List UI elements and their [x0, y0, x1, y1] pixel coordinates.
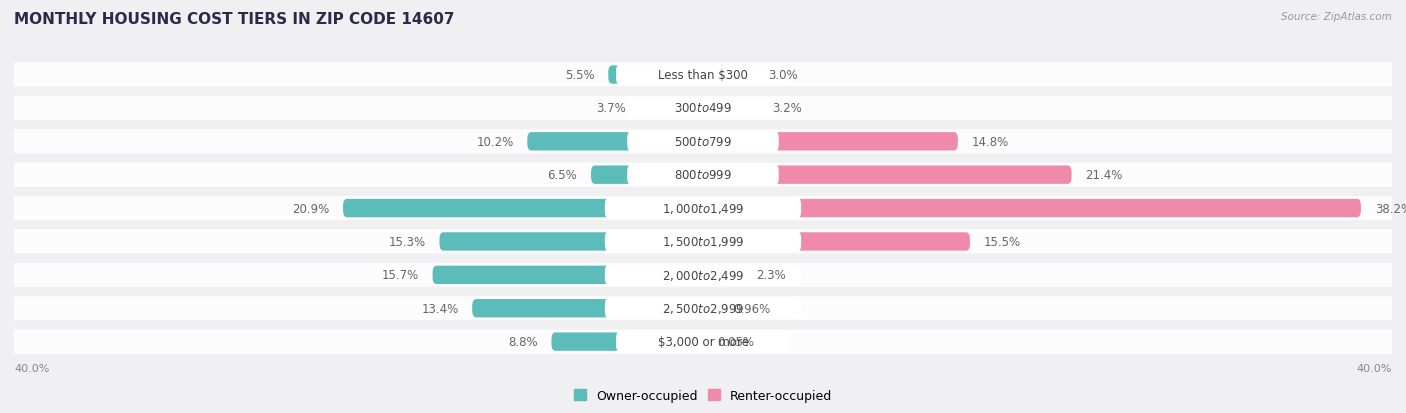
Text: 0.05%: 0.05%	[717, 335, 755, 348]
FancyBboxPatch shape	[6, 163, 1400, 187]
Text: 38.2%: 38.2%	[1375, 202, 1406, 215]
FancyBboxPatch shape	[605, 198, 801, 219]
FancyBboxPatch shape	[6, 297, 1400, 320]
FancyBboxPatch shape	[343, 199, 703, 218]
FancyBboxPatch shape	[640, 100, 703, 118]
Text: 15.7%: 15.7%	[381, 269, 419, 282]
FancyBboxPatch shape	[6, 263, 1400, 287]
FancyBboxPatch shape	[703, 133, 957, 151]
Text: 5.5%: 5.5%	[565, 69, 595, 82]
FancyBboxPatch shape	[703, 66, 755, 85]
Text: 15.5%: 15.5%	[984, 235, 1021, 248]
FancyBboxPatch shape	[616, 332, 790, 352]
Text: $3,000 or more: $3,000 or more	[658, 335, 748, 348]
FancyBboxPatch shape	[551, 332, 703, 351]
FancyBboxPatch shape	[703, 266, 742, 284]
Text: $2,000 to $2,499: $2,000 to $2,499	[662, 268, 744, 282]
Text: $500 to $799: $500 to $799	[673, 135, 733, 148]
FancyBboxPatch shape	[591, 166, 703, 185]
FancyBboxPatch shape	[616, 65, 790, 85]
FancyBboxPatch shape	[605, 232, 801, 252]
Text: 0.96%: 0.96%	[734, 302, 770, 315]
FancyBboxPatch shape	[609, 66, 703, 85]
Text: 40.0%: 40.0%	[1357, 363, 1392, 373]
Text: $1,000 to $1,499: $1,000 to $1,499	[662, 202, 744, 216]
Text: 40.0%: 40.0%	[14, 363, 49, 373]
Text: 10.2%: 10.2%	[477, 135, 513, 148]
FancyBboxPatch shape	[6, 230, 1400, 254]
FancyBboxPatch shape	[703, 100, 758, 118]
FancyBboxPatch shape	[527, 133, 703, 151]
FancyBboxPatch shape	[627, 98, 779, 119]
Text: 3.2%: 3.2%	[772, 102, 801, 115]
FancyBboxPatch shape	[6, 97, 1400, 121]
Text: 2.3%: 2.3%	[756, 269, 786, 282]
FancyBboxPatch shape	[605, 265, 801, 285]
Text: $300 to $499: $300 to $499	[673, 102, 733, 115]
FancyBboxPatch shape	[605, 298, 801, 319]
FancyBboxPatch shape	[6, 63, 1400, 87]
Text: 15.3%: 15.3%	[388, 235, 426, 248]
Text: Source: ZipAtlas.com: Source: ZipAtlas.com	[1281, 12, 1392, 22]
Text: $1,500 to $1,999: $1,500 to $1,999	[662, 235, 744, 249]
Text: Less than $300: Less than $300	[658, 69, 748, 82]
FancyBboxPatch shape	[700, 332, 707, 351]
Text: 21.4%: 21.4%	[1085, 169, 1123, 182]
Text: 8.8%: 8.8%	[508, 335, 537, 348]
Text: 3.7%: 3.7%	[596, 102, 626, 115]
Legend: Owner-occupied, Renter-occupied: Owner-occupied, Renter-occupied	[568, 384, 838, 407]
FancyBboxPatch shape	[6, 130, 1400, 154]
Text: MONTHLY HOUSING COST TIERS IN ZIP CODE 14607: MONTHLY HOUSING COST TIERS IN ZIP CODE 1…	[14, 12, 454, 27]
FancyBboxPatch shape	[703, 299, 720, 318]
Text: 20.9%: 20.9%	[292, 202, 329, 215]
Text: 6.5%: 6.5%	[547, 169, 578, 182]
FancyBboxPatch shape	[703, 199, 1361, 218]
FancyBboxPatch shape	[703, 166, 1071, 185]
FancyBboxPatch shape	[433, 266, 703, 284]
Text: 3.0%: 3.0%	[769, 69, 799, 82]
Text: 13.4%: 13.4%	[422, 302, 458, 315]
Text: 14.8%: 14.8%	[972, 135, 1010, 148]
FancyBboxPatch shape	[472, 299, 703, 318]
FancyBboxPatch shape	[627, 165, 779, 185]
FancyBboxPatch shape	[6, 197, 1400, 221]
FancyBboxPatch shape	[627, 132, 779, 152]
FancyBboxPatch shape	[440, 233, 703, 251]
Text: $2,500 to $2,999: $2,500 to $2,999	[662, 301, 744, 316]
FancyBboxPatch shape	[703, 233, 970, 251]
FancyBboxPatch shape	[6, 330, 1400, 354]
Text: $800 to $999: $800 to $999	[673, 169, 733, 182]
